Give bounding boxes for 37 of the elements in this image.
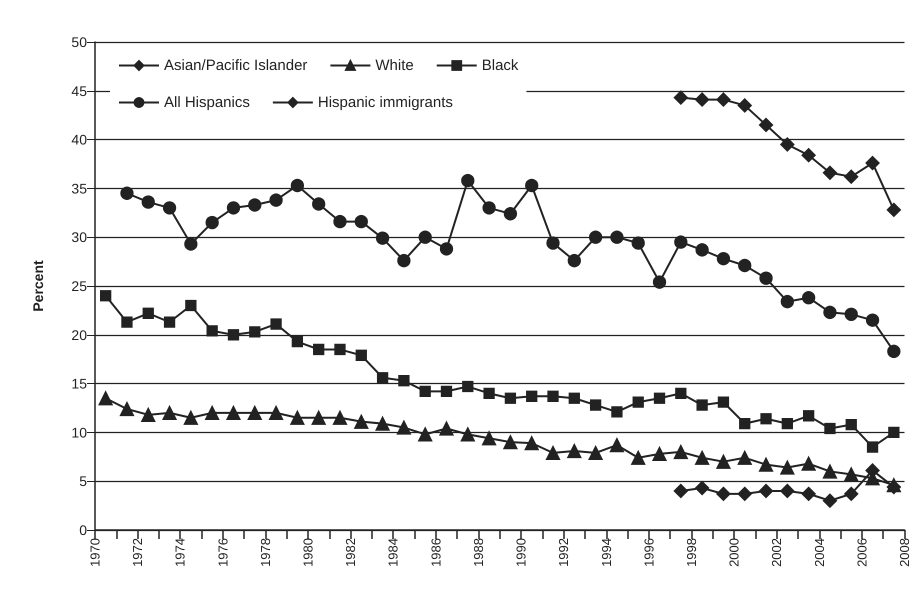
legend-label: Asian/Pacific Islander (164, 57, 308, 74)
y-tick-label: 45 (71, 82, 88, 99)
x-tick-label: 1974 (172, 538, 188, 567)
x-tick-label: 2006 (854, 538, 870, 567)
y-tick-label: 5 (79, 473, 88, 490)
y-tick-label: 30 (71, 229, 88, 246)
x-tick-label: 2008 (897, 538, 911, 567)
x-tick-label: 1990 (514, 538, 529, 567)
x-tick-label: 1976 (215, 538, 230, 567)
y-tick-label: 10 (71, 424, 88, 440)
x-tick-label: 1998 (684, 538, 699, 567)
legend-label: White (375, 57, 414, 74)
x-tick-label: 1994 (598, 538, 614, 567)
legend-label: Black (482, 57, 519, 74)
x-tick-label: 1986 (428, 538, 444, 567)
x-tick-label: 1992 (556, 538, 572, 567)
x-tick-label: 1984 (386, 538, 401, 567)
x-tick-label: 1982 (343, 538, 358, 567)
x-tick-label: 1978 (258, 538, 273, 567)
x-tick-label: 1980 (300, 538, 316, 567)
x-tick-label: 1988 (470, 538, 486, 567)
legend-label: Hispanic immigrants (318, 94, 453, 111)
y-tick-label: 20 (71, 326, 88, 343)
legend-label: All Hispanics (164, 94, 250, 111)
y-tick-label: 0 (79, 522, 88, 538)
y-tick-label: 40 (71, 132, 88, 148)
y-tick-label: 15 (71, 376, 88, 392)
x-tick-label: 1972 (130, 538, 146, 567)
x-tick-label: 2000 (726, 538, 742, 567)
y-tick-label: 35 (71, 180, 88, 196)
x-tick-label: 1970 (88, 538, 102, 567)
x-tick-label: 2002 (769, 538, 784, 567)
y-axis-title: Percent (30, 260, 46, 312)
y-tick-label: 50 (71, 34, 88, 50)
x-tick-label: 2004 (812, 538, 827, 567)
y-tick-label: 25 (71, 278, 88, 294)
x-tick-label: 1996 (641, 538, 656, 567)
